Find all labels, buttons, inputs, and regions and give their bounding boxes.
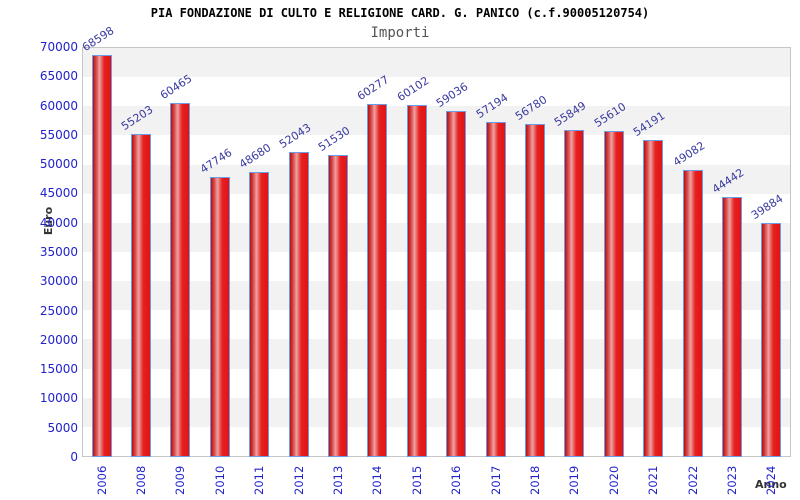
- bar: [485, 122, 506, 457]
- grid-band: [83, 310, 790, 340]
- x-axis-title: Anno: [755, 478, 787, 491]
- chart-subtitle: Importi: [370, 25, 430, 41]
- grid-band: [83, 339, 790, 369]
- x-tick-label: 2010: [212, 465, 227, 495]
- x-tick-label: 2014: [370, 465, 385, 495]
- grid-band: [83, 77, 790, 107]
- bar: [643, 139, 664, 457]
- y-tick-label: 0: [70, 450, 78, 464]
- y-tick-label: 30000: [39, 274, 78, 289]
- grid-band: [83, 281, 790, 311]
- x-tick-label: 2021: [646, 465, 661, 495]
- y-tick-label: 10000: [39, 391, 78, 406]
- y-tick-label: 65000: [39, 69, 78, 84]
- x-tick-label: 2012: [291, 465, 306, 495]
- x-tick-label: 2016: [449, 465, 464, 495]
- grid-band: [83, 222, 790, 252]
- x-tick-label: 2009: [173, 465, 188, 495]
- bar: [603, 131, 624, 457]
- x-tick-label: 2006: [94, 465, 109, 495]
- y-tick-label: 35000: [39, 245, 78, 259]
- chart-title: PIA FONDAZIONE DI CULTO E RELIGIONE CARD…: [150, 6, 650, 20]
- bar: [131, 133, 152, 457]
- x-tick-label: 2023: [724, 465, 739, 495]
- grid-band: [83, 106, 790, 136]
- y-tick-label: 15000: [39, 362, 78, 377]
- grid-band: [83, 397, 790, 427]
- x-tick-label: 2017: [488, 465, 503, 495]
- x-tick-label: 2013: [331, 465, 346, 495]
- x-tick-label: 2011: [252, 465, 267, 495]
- bar: [682, 169, 703, 457]
- x-tick-label: 2019: [567, 465, 582, 495]
- bar: [446, 111, 467, 457]
- x-tick-label: 2015: [409, 465, 424, 495]
- x-tick-label: 2024: [764, 465, 779, 495]
- bar: [288, 152, 309, 457]
- grid-band: [83, 135, 790, 165]
- bar: [249, 171, 270, 457]
- y-tick-label: 20000: [39, 332, 78, 347]
- grid-band: [83, 48, 790, 78]
- grid-band: [83, 426, 790, 456]
- x-tick-label: 2018: [527, 465, 542, 495]
- y-tick-label: 45000: [39, 186, 78, 201]
- x-tick-label: 2020: [606, 465, 621, 495]
- y-tick-label: 40000: [39, 215, 78, 230]
- grid-band: [83, 368, 790, 398]
- grid-band: [83, 164, 790, 194]
- bar: [406, 104, 427, 457]
- x-tick-label: 2022: [685, 465, 700, 495]
- bar: [170, 102, 191, 457]
- bar: [564, 129, 585, 457]
- x-tick-label: 2008: [134, 465, 149, 495]
- bar: [761, 223, 782, 457]
- bar: [524, 124, 545, 457]
- y-tick-label: 55000: [39, 127, 78, 142]
- y-tick-label: 60000: [39, 98, 78, 113]
- plot-area: [82, 47, 791, 457]
- grid-band: [83, 252, 790, 282]
- y-tick-label: 25000: [39, 303, 78, 318]
- y-tick-label: 50000: [39, 157, 78, 172]
- bar: [721, 196, 742, 457]
- bar: [91, 55, 112, 457]
- bar: [209, 177, 230, 457]
- y-tick-label: 5000: [47, 420, 78, 435]
- bar: [367, 103, 388, 457]
- grid-band: [83, 193, 790, 223]
- y-tick-label: 70000: [39, 40, 78, 54]
- bar: [328, 155, 349, 457]
